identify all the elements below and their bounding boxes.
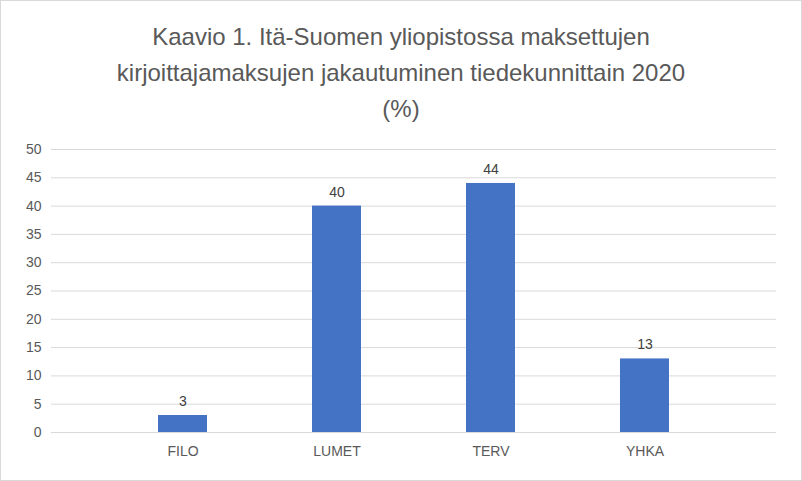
svg-text:10: 10 [26,367,42,383]
svg-text:50: 50 [26,141,42,157]
svg-text:3: 3 [179,393,187,409]
svg-text:45: 45 [26,169,42,185]
svg-text:15: 15 [26,339,42,355]
svg-text:44: 44 [483,161,499,177]
svg-text:FILO: FILO [167,443,198,459]
html-text:Kaavio 1. Itä-Suomen yliopisto: Kaavio 1. Itä-Suomen yliopistossa makset… [116,23,686,122]
svg-text:25: 25 [26,282,42,298]
svg-text:35: 35 [26,226,42,242]
svg-text:0: 0 [34,424,42,440]
svg-text:TERV: TERV [472,443,510,459]
svg-text:40: 40 [26,198,42,214]
svg-text:YHKA: YHKA [626,443,665,459]
svg-text:30: 30 [26,254,42,270]
svg-text:LUMET: LUMET [313,443,361,459]
svg-text:5: 5 [34,396,42,412]
svg-text:20: 20 [26,311,42,327]
svg-text:40: 40 [329,184,345,200]
svg-text:13: 13 [637,336,653,352]
